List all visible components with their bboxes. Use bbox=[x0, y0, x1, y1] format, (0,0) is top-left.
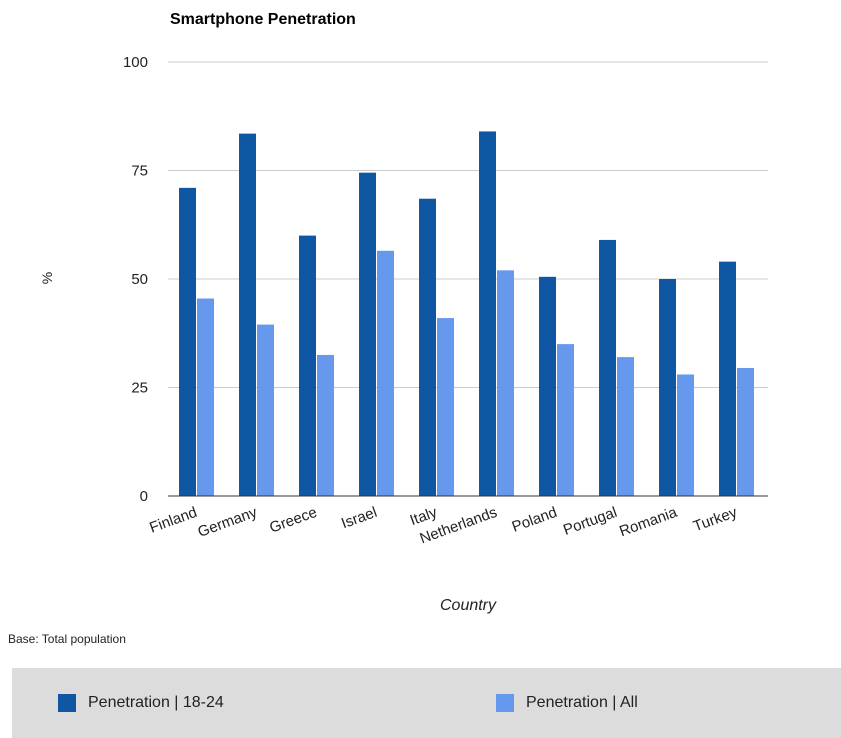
bar-netherlands-series-2[interactable] bbox=[497, 270, 514, 496]
legend-swatch-series-2 bbox=[496, 694, 514, 712]
bar-finland-series-2[interactable] bbox=[197, 298, 214, 496]
y-tick-label: 100 bbox=[123, 54, 148, 71]
bar-italy-series-1[interactable] bbox=[419, 198, 436, 496]
bar-israel-series-2[interactable] bbox=[377, 250, 394, 496]
y-tick-label: 0 bbox=[140, 488, 148, 505]
y-axis-label: % bbox=[39, 272, 55, 284]
legend-swatch-series-1 bbox=[58, 694, 76, 712]
y-tick-label: 25 bbox=[131, 380, 148, 397]
bar-poland-series-1[interactable] bbox=[539, 276, 556, 496]
x-tick-label-finland: Finland bbox=[147, 504, 199, 537]
x-tick-label-germany: Germany bbox=[196, 504, 260, 541]
x-tick-label-portugal: Portugal bbox=[561, 504, 619, 539]
legend-label-series-2: Penetration | All bbox=[526, 694, 638, 711]
chart-title: Smartphone Penetration bbox=[170, 11, 356, 28]
bar-portugal-series-1[interactable] bbox=[599, 239, 616, 496]
x-tick-label-israel: Israel bbox=[339, 504, 379, 533]
bar-turkey-series-1[interactable] bbox=[719, 261, 736, 496]
bar-italy-series-2[interactable] bbox=[437, 318, 454, 496]
bar-finland-series-1[interactable] bbox=[179, 187, 196, 497]
y-axis-ticks: 0 25 50 75 100 bbox=[123, 54, 148, 505]
bar-germany-series-2[interactable] bbox=[257, 324, 274, 496]
x-tick-label-romania: Romania bbox=[617, 504, 680, 541]
legend: Penetration | 18-24 Penetration | All bbox=[12, 668, 841, 738]
bar-israel-series-1[interactable] bbox=[359, 172, 376, 497]
bar-romania-series-1[interactable] bbox=[659, 279, 676, 496]
y-tick-label: 75 bbox=[131, 163, 148, 180]
bars bbox=[179, 131, 754, 497]
bar-turkey-series-2[interactable] bbox=[737, 367, 754, 496]
x-tick-label-turkey: Turkey bbox=[691, 504, 740, 536]
legend-item-series-2[interactable]: Penetration | All bbox=[496, 694, 638, 712]
chart: Smartphone Penetration 0 25 50 75 100 Finlan… bbox=[39, 11, 768, 614]
legend-label-series-1: Penetration | 18-24 bbox=[88, 694, 224, 711]
bar-greece-series-2[interactable] bbox=[317, 354, 334, 496]
y-tick-label: 50 bbox=[131, 271, 148, 288]
bar-netherlands-series-1[interactable] bbox=[479, 131, 496, 496]
bar-portugal-series-2[interactable] bbox=[617, 357, 634, 496]
bar-romania-series-2[interactable] bbox=[677, 374, 694, 496]
bar-poland-series-2[interactable] bbox=[557, 344, 574, 496]
bar-germany-series-1[interactable] bbox=[239, 133, 256, 497]
legend-item-series-1[interactable]: Penetration | 18-24 bbox=[58, 694, 224, 712]
x-tick-label-poland: Poland bbox=[510, 504, 560, 536]
bar-greece-series-1[interactable] bbox=[299, 235, 316, 496]
base-note: Base: Total population bbox=[8, 632, 126, 646]
x-tick-label-greece: Greece bbox=[267, 504, 319, 537]
x-axis-label: Country bbox=[440, 597, 497, 614]
